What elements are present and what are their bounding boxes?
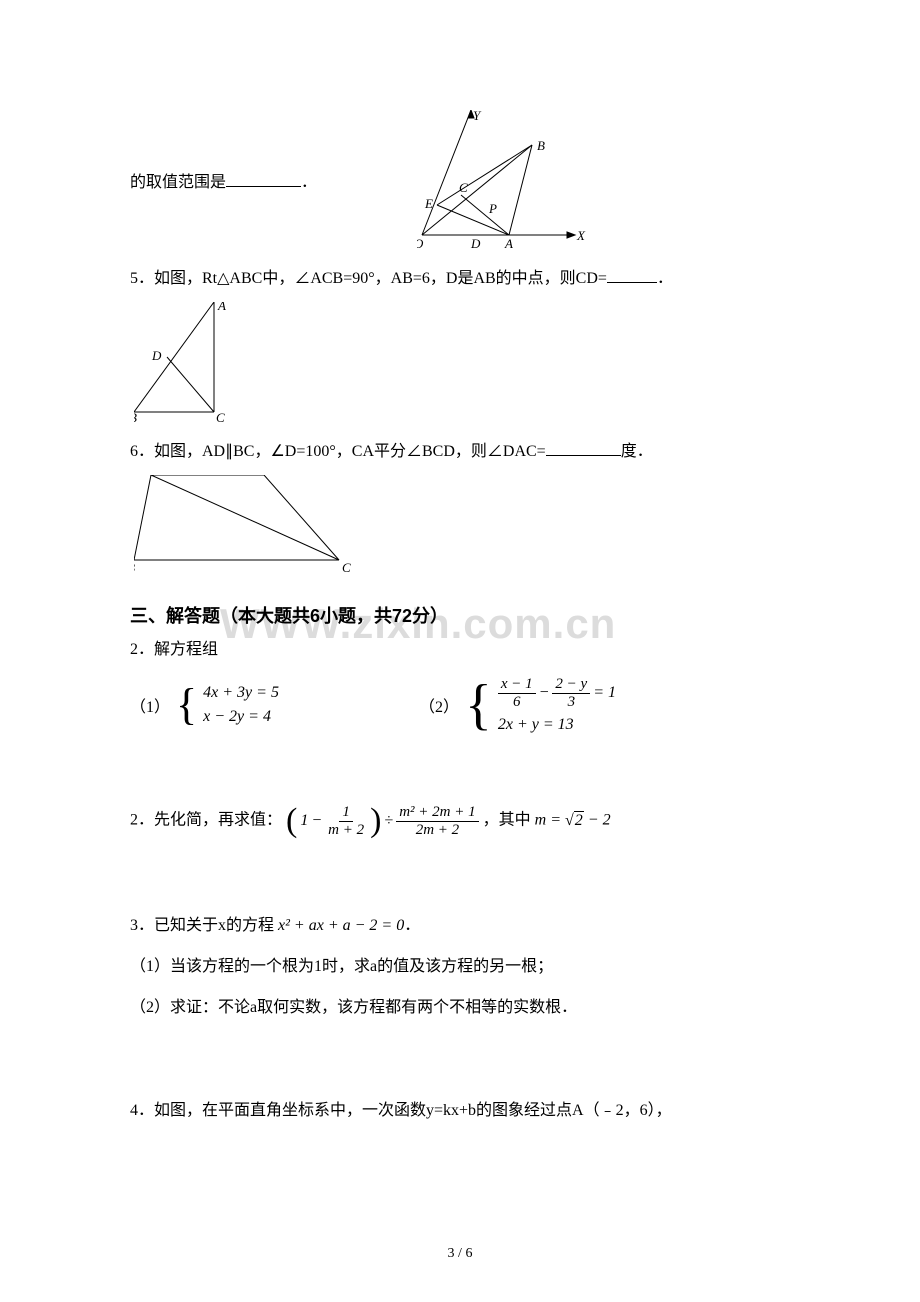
svg-text:D: D [151,348,162,363]
root: 2 [574,811,584,829]
s3-q2-label: 2．解方程组 [130,636,790,665]
s3-q4-line: 4．如图，在平面直角坐标系中，一次函数y=kx+b的图象经过点A（﹣2，6）， [130,1097,790,1126]
system-1: （1） { 4x + 3y = 5 x − 2y = 4 [130,683,279,727]
s3-q2b: 2．先化简，再求值： ( 1 − 1m + 2 ) ÷ m² + 2m + 12… [130,804,790,838]
eq: = 1 [593,684,616,702]
f1n: 1 [339,804,353,822]
sys2-eq2: 2x + y = 13 [498,716,616,734]
svg-text:B: B [134,560,135,575]
svg-text:C: C [342,560,351,575]
svg-text:B: B [134,410,137,425]
q2b-expr: ( 1 − 1m + 2 ) ÷ m² + 2m + 12m + 2 [286,804,479,838]
q4-period: ． [301,174,317,191]
f2n: 2 − y [552,676,590,694]
s3-q2-systems: （1） { 4x + 3y = 5 x − 2y = 4 （2） { x − 1… [130,676,790,734]
q2b-pre: 2．先化简，再求值： [130,812,282,829]
q5-diagram: A D B C [134,302,234,432]
svg-text:Y: Y [473,110,482,123]
svg-text:X: X [576,228,586,243]
minus: − [539,684,550,702]
sqrt-icon: 2 [565,807,584,836]
sys2-num: （2） [419,693,459,717]
f2d: 2m + 2 [413,822,462,839]
page-number: 3 / 6 [448,1246,473,1262]
q3-pre: 3．已知关于x的方程 [130,917,278,934]
s3-q3-line1: 3．已知关于x的方程 x² + ax + a − 2 = 0． [130,912,790,941]
q3-eq: x² + ax + a − 2 = 0 [278,917,404,934]
q3-post: ． [404,917,420,934]
q5-blank [607,265,657,283]
svg-text:C: C [459,180,468,195]
sys1-num: （1） [130,693,170,717]
f1d: m + 2 [325,822,367,839]
q4-fragment-row: 的取值范围是 ． Y B C E [130,110,790,255]
svg-text:O: O [417,236,424,250]
q6-line: 6．如图，AD∥BC，∠D=100°，CA平分∠BCD，则∠DAC= 度． [130,438,790,467]
q6-blank [546,438,621,456]
page-content: 的取值范围是 ． Y B C E [130,110,790,1126]
q2b-mid: ，其中 [483,812,535,829]
q4-diagram: Y B C E P O D A X [417,110,592,255]
svg-text:B: B [537,138,545,153]
s3-q3-sub2: （2）求证：不论a取何实数，该方程都有两个不相等的实数根． [130,994,790,1023]
svg-text:D: D [470,236,481,250]
svg-text:A: A [217,302,226,313]
system-2: （2） { x − 16 − 2 − y3 = 1 2x + y = 13 [419,676,616,734]
sys1-eq2: x − 2y = 4 [203,708,279,726]
q6-diagram: A D B C [134,475,359,580]
q6-text-pre: 6．如图，AD∥BC，∠D=100°，CA平分∠BCD，则∠DAC= [130,443,546,460]
sys1-eq1: 4x + 3y = 5 [203,684,279,702]
q5-line: 5．如图，Rt△ABC中，∠ACB=90°，AB=6，D是AB的中点，则CD= ． [130,265,790,294]
q2b-tail: − 2 [584,812,611,829]
brace-icon: { [465,677,492,733]
one: 1 [300,807,308,836]
f1d: 6 [510,694,524,711]
svg-text:A: A [504,236,513,250]
q4-fragment-text: 的取值范围是 [130,174,226,191]
f1n: x − 1 [498,676,536,694]
svg-text:E: E [424,196,433,211]
s3-q3-sub1: （1）当该方程的一个根为1时，求a的值及该方程的另一根； [130,953,790,982]
section3-title: 三、解答题（本大题共6小题，共72分） [130,602,790,628]
q4-blank [226,169,301,187]
div: ÷ [384,807,393,836]
f2n: m² + 2m + 1 [396,804,478,822]
svg-text:C: C [216,410,225,425]
q5-text: 5．如图，Rt△ABC中，∠ACB=90°，AB=6，D是AB的中点，则CD= [130,270,607,287]
sys2-eq1: x − 16 − 2 − y3 = 1 [498,676,616,710]
q6-text-post: 度． [621,443,653,460]
svg-text:P: P [488,201,497,216]
q5-period: ． [657,270,673,287]
brace-icon: { [176,683,197,727]
minus: − [311,807,322,836]
q2b-m: m = [535,812,565,829]
f2d: 3 [565,694,579,711]
